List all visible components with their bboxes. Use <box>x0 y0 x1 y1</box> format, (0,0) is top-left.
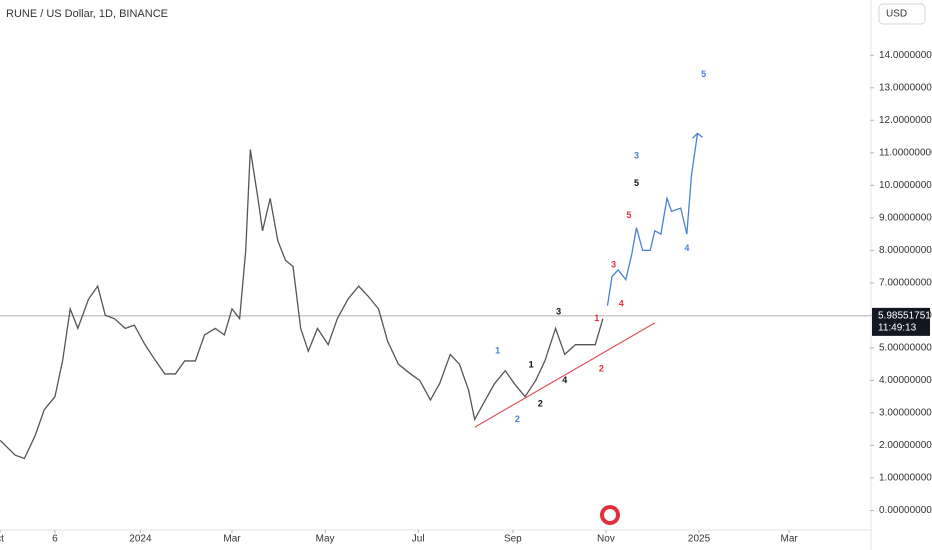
x-tick-label: Mar <box>223 534 241 545</box>
wave-label: 2 <box>599 363 604 373</box>
y-tick-label: 13.00000000 <box>879 82 932 93</box>
y-tick-label: 0.00000000 <box>879 505 932 516</box>
trendline <box>474 322 656 428</box>
y-tick-label: 7.00000000 <box>879 278 932 289</box>
x-tick-label: May <box>316 534 335 545</box>
last-price-box <box>872 307 930 336</box>
y-tick-label: 3.00000000 <box>879 408 932 419</box>
x-tick-label: ct <box>0 534 4 545</box>
x-tick-label: Jul <box>412 534 425 545</box>
chart-title: RUNE / US Dollar, 1D, BINANCE <box>6 8 168 20</box>
y-tick-label: 5.00000000 <box>879 343 932 354</box>
wave-label: 2 <box>538 399 543 409</box>
x-tick-label: 2024 <box>129 534 152 545</box>
wave-label: 3 <box>634 150 639 160</box>
wave-label: 3 <box>611 259 616 269</box>
wave-label: 1 <box>529 360 534 370</box>
x-tick-label: 2025 <box>688 534 711 545</box>
y-tick-label: 10.00000000 <box>879 180 932 191</box>
projection-arrowhead <box>692 132 703 139</box>
price-line <box>0 149 604 460</box>
y-tick-label: 2.00000000 <box>879 440 932 451</box>
y-tick-label: 11.00000000 <box>879 147 932 158</box>
wave-label: 4 <box>562 375 567 385</box>
y-tick-label: 8.00000000 <box>879 245 932 256</box>
y-tick-label: 12.00000000 <box>879 115 932 126</box>
wave-label: 5 <box>634 178 639 188</box>
wave-label: 1 <box>495 346 500 356</box>
last-price-label: 5.98551751 <box>878 311 931 322</box>
wave-label: 3 <box>556 307 561 317</box>
y-tick-label: 1.00000000 <box>879 473 932 484</box>
wave-label: 2 <box>515 414 520 424</box>
y-tick-label: 9.00000000 <box>879 212 932 223</box>
currency-button[interactable] <box>878 3 926 25</box>
wave-label: 5 <box>701 69 706 79</box>
flag-icon[interactable] <box>600 505 620 525</box>
wave-label: 1 <box>594 313 599 323</box>
countdown-label: 11:49:13 <box>878 323 917 334</box>
x-tick-label: Nov <box>597 534 615 545</box>
y-tick-label: 4.00000000 <box>879 375 932 386</box>
x-tick-label: 6 <box>52 534 58 545</box>
wave-label: 5 <box>626 210 631 220</box>
currency-label[interactable]: USD <box>886 9 907 20</box>
wave-label: 4 <box>619 298 624 308</box>
x-tick-label: Sep <box>504 534 522 545</box>
wave-label: 4 <box>684 243 689 253</box>
x-tick-label: Mar <box>780 534 798 545</box>
projection-line <box>606 133 699 306</box>
y-tick-label: 14.00000000 <box>879 50 932 61</box>
